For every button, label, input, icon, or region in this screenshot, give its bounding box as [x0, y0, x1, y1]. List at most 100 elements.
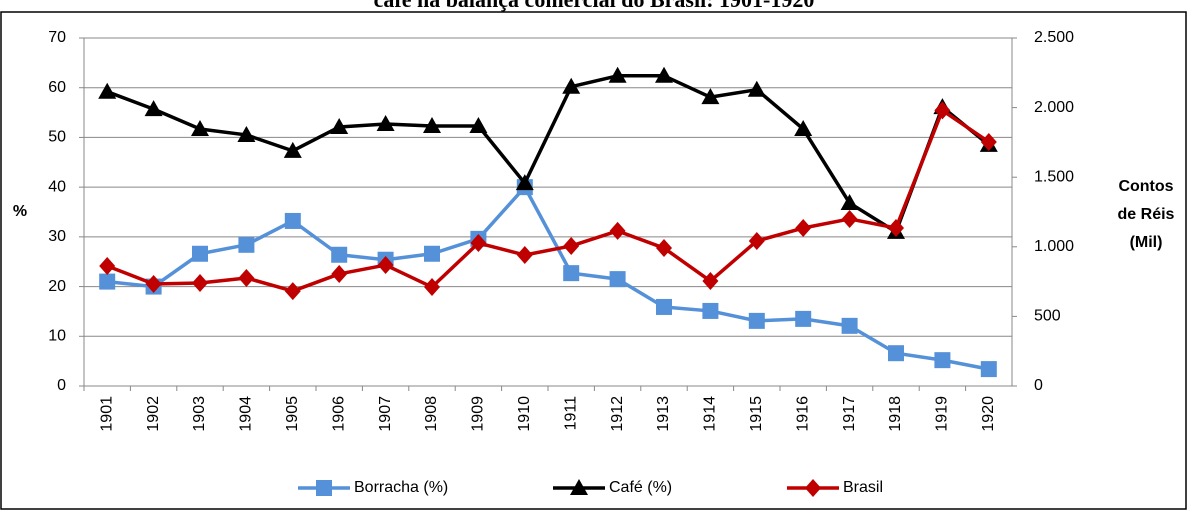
data-point [608, 66, 627, 83]
y2-tick-label: 2.000 [1034, 99, 1074, 116]
data-point [238, 236, 255, 253]
y2-axis-label: de Réis [1118, 206, 1175, 223]
chart-title: café na balança comercial do Brasil: 190… [374, 0, 815, 12]
y2-tick-label: 1.500 [1034, 168, 1074, 185]
data-point [748, 312, 765, 329]
data-point [516, 246, 533, 265]
x-tick-label: 1903 [191, 396, 208, 432]
data-point [656, 239, 672, 258]
x-tick-label: 1902 [145, 396, 162, 432]
y-tick-label: 70 [48, 29, 66, 46]
data-point [144, 100, 163, 117]
data-point [980, 132, 997, 151]
data-point [795, 310, 812, 327]
data-point [747, 80, 766, 97]
x-tick-label: 1919 [934, 396, 951, 432]
data-point [701, 88, 720, 105]
data-point [424, 278, 440, 297]
data-point [563, 265, 580, 282]
data-point [702, 272, 719, 291]
y2-tick-label: 2.500 [1034, 29, 1074, 46]
data-point [237, 125, 256, 142]
x-tick-label: 1904 [238, 396, 255, 432]
data-point [748, 231, 765, 250]
x-tick-label: 1920 [980, 396, 997, 432]
y-tick-label: 0 [57, 377, 66, 394]
data-point [795, 219, 812, 238]
data-point [934, 352, 951, 369]
data-point [424, 245, 440, 262]
x-tick-label: 1909 [470, 396, 487, 432]
series-line [106, 74, 990, 234]
y-tick-label: 50 [48, 129, 66, 146]
data-point [145, 274, 162, 293]
y2-tick-label: 0 [1034, 377, 1043, 394]
y-tick-label: 30 [48, 228, 66, 245]
data-point [656, 298, 672, 315]
x-tick-label: 1916 [794, 396, 811, 432]
legend-label: Brasil [843, 479, 883, 496]
y2-tick-label: 1.000 [1034, 238, 1074, 255]
data-point [470, 234, 487, 253]
legend-marker [805, 479, 821, 497]
data-point [563, 236, 580, 255]
data-point [192, 273, 208, 292]
data-point [515, 174, 534, 191]
data-point [840, 194, 859, 211]
data-point [841, 209, 858, 228]
data-point [376, 115, 395, 132]
data-point [934, 101, 951, 120]
series-line [106, 108, 990, 293]
data-point [888, 345, 904, 362]
data-point [377, 256, 394, 275]
data-point [99, 273, 116, 290]
legend-label: Borracha (%) [354, 479, 448, 496]
data-point [609, 221, 626, 240]
x-tick-label: 1908 [423, 396, 440, 432]
x-tick-label: 1915 [748, 396, 765, 432]
data-point [331, 264, 348, 283]
chart-frame [0, 11, 1187, 510]
data-point [331, 246, 348, 263]
data-point [609, 271, 626, 288]
x-tick-label: 1907 [377, 396, 394, 432]
data-point [794, 119, 813, 136]
data-point [562, 77, 581, 94]
y2-axis-label: Contos [1118, 178, 1173, 195]
y-tick-label: 20 [48, 278, 66, 295]
x-tick-label: 1901 [98, 396, 115, 432]
data-point [191, 119, 209, 136]
legend-marker [316, 480, 332, 496]
data-point [192, 245, 208, 262]
data-point [655, 66, 673, 83]
data-point [980, 361, 997, 378]
data-point [284, 212, 301, 229]
data-point [238, 268, 255, 287]
y2-axis-label: (Mil) [1130, 234, 1163, 251]
data-point [423, 116, 441, 133]
data-point [841, 317, 858, 334]
y-tick-label: 60 [48, 79, 66, 96]
y-axis-label: % [13, 203, 27, 220]
data-point [284, 282, 301, 301]
y-tick-label: 10 [48, 328, 66, 345]
legend-label: Café (%) [609, 479, 672, 496]
data-point [98, 82, 117, 99]
data-point [283, 141, 302, 158]
x-tick-label: 1918 [887, 396, 904, 432]
x-tick-label: 1910 [516, 396, 533, 432]
y2-tick-label: 500 [1034, 308, 1061, 325]
data-point [702, 302, 719, 319]
data-point [888, 219, 904, 238]
legend-marker [570, 479, 588, 495]
y-tick-label: 40 [48, 178, 66, 195]
x-tick-label: 1912 [609, 396, 626, 432]
data-point [469, 116, 488, 133]
x-tick-label: 1917 [841, 396, 858, 432]
x-tick-label: 1911 [562, 396, 579, 431]
data-point [330, 117, 349, 134]
data-point [99, 257, 116, 276]
x-tick-label: 1906 [330, 396, 347, 432]
